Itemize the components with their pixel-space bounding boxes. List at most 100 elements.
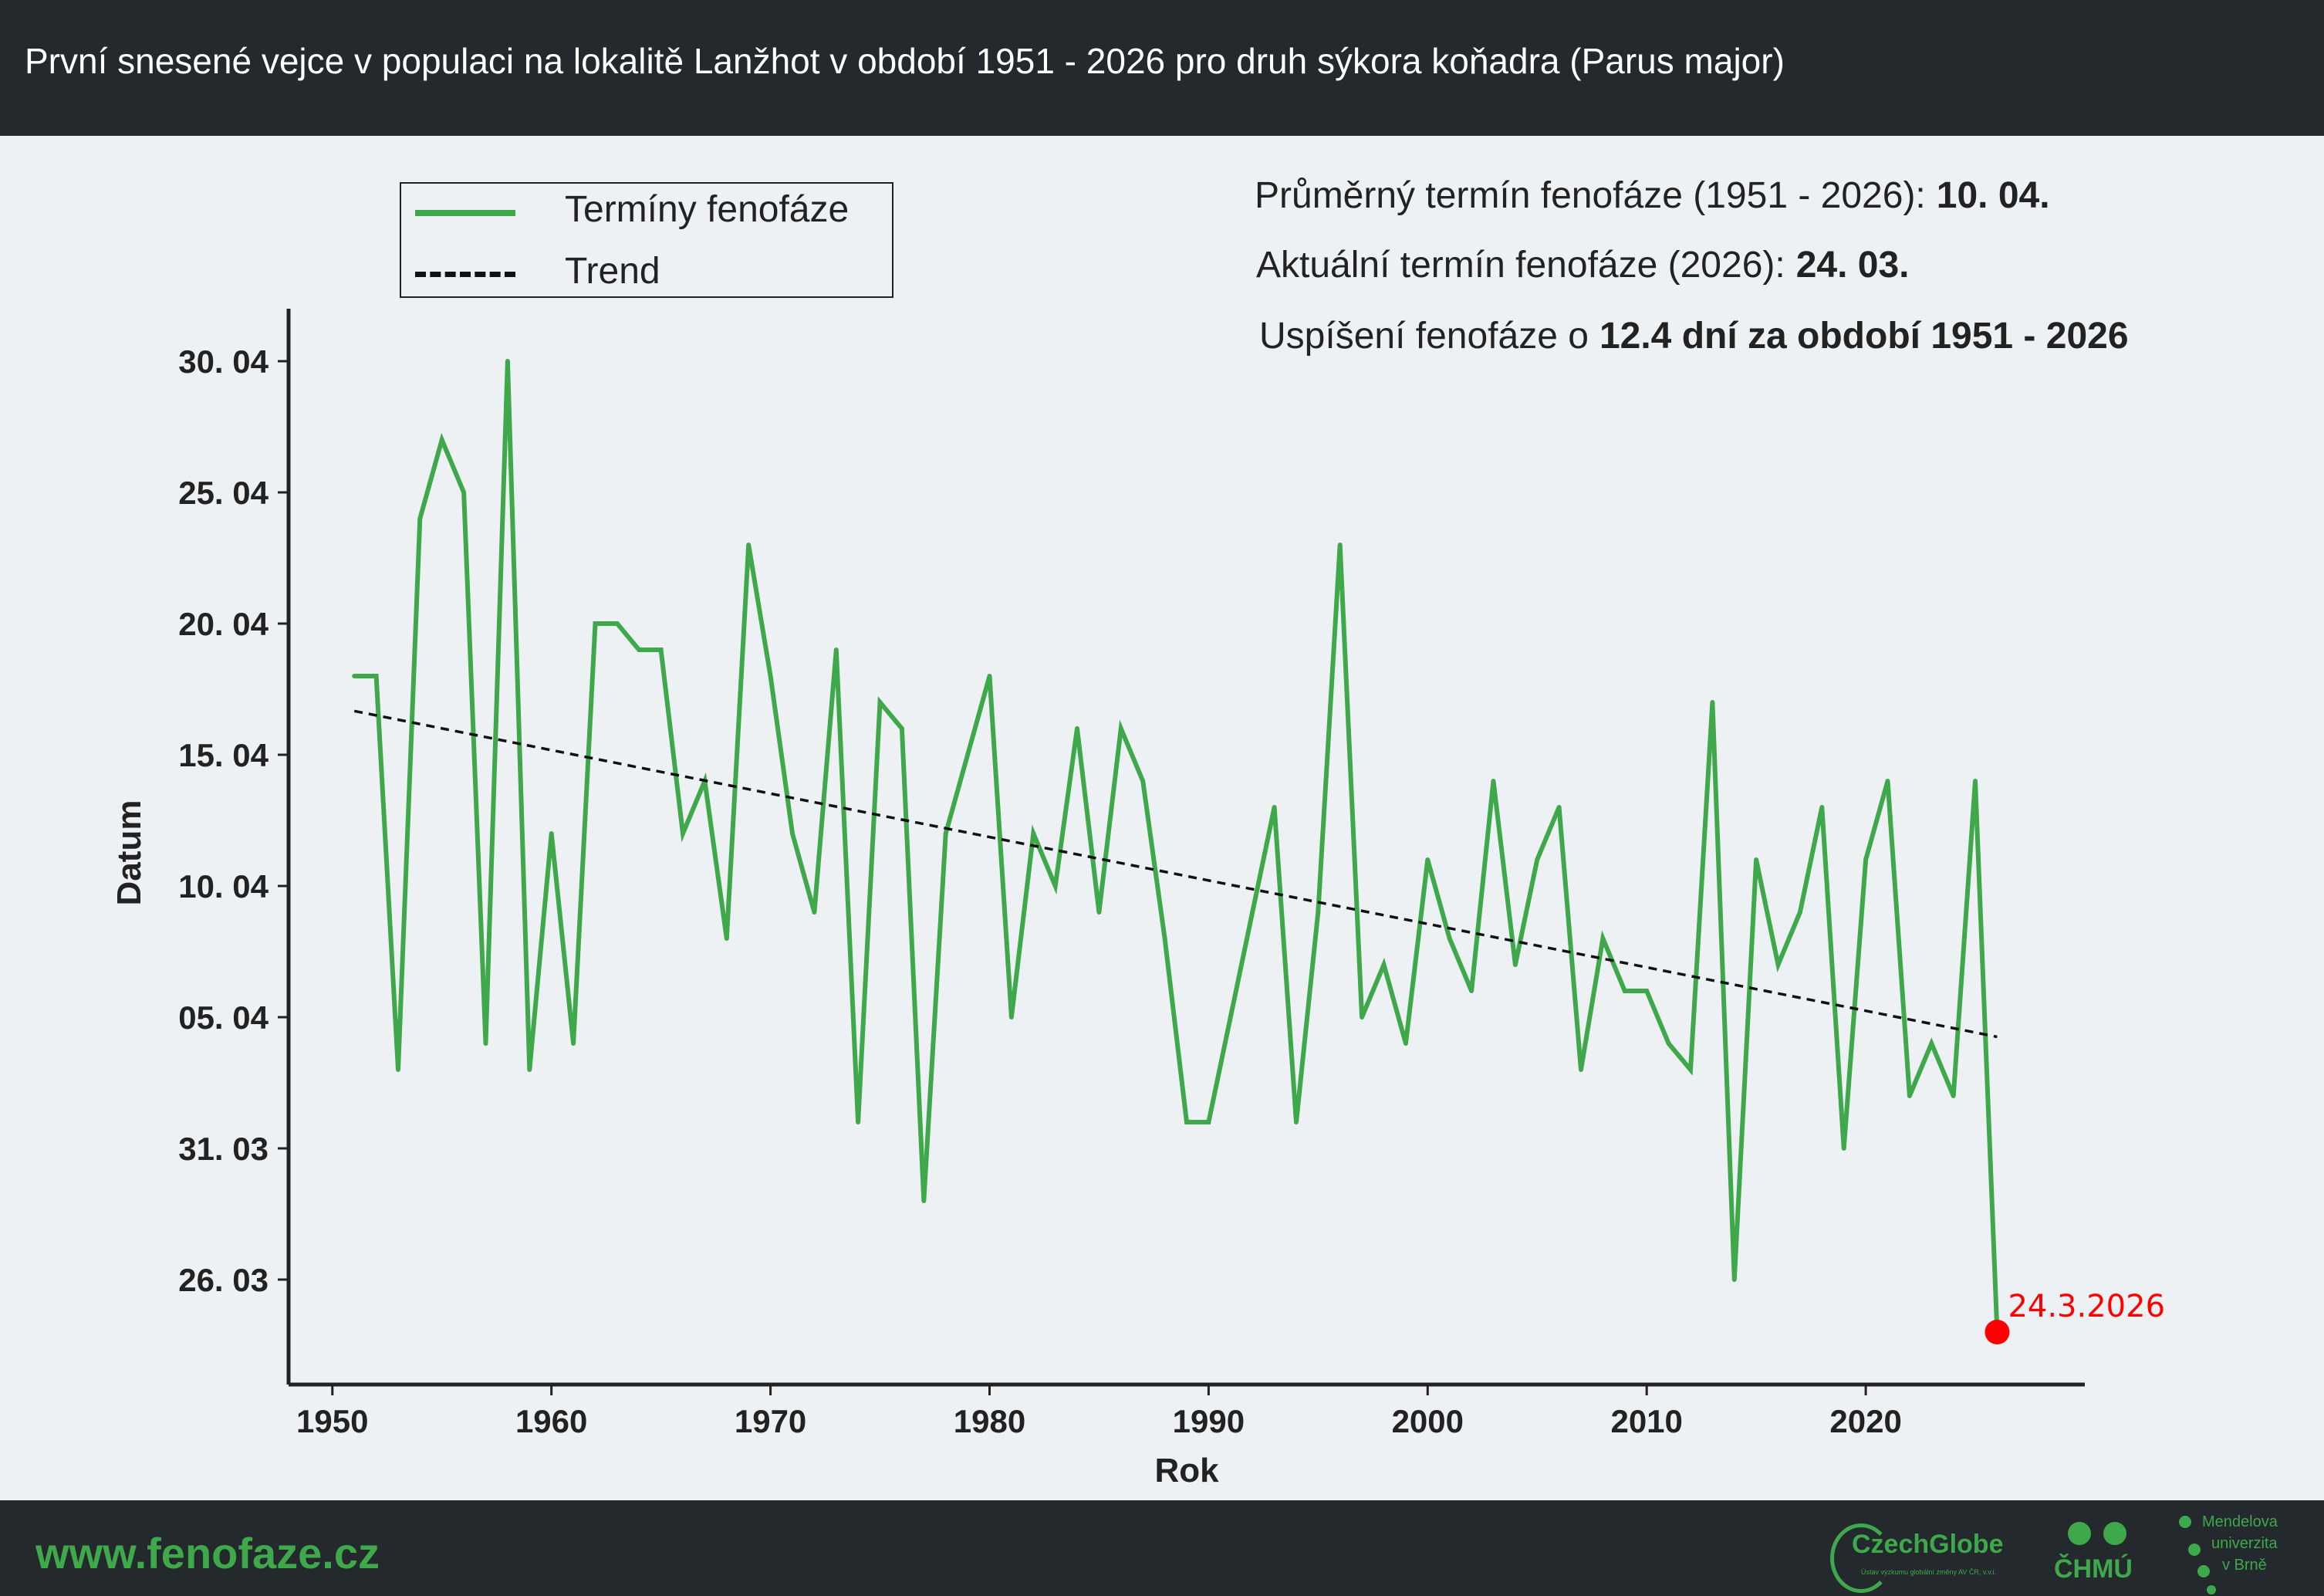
legend-swatch-dashed [415,272,515,277]
y-tick-label: 26. 03 [178,1262,269,1298]
data-point [352,674,357,678]
data-point [1666,1041,1671,1046]
data-point [1293,1120,1299,1124]
data-point [789,831,795,836]
info-shift-value: 12.4 dní za období 1951 - 2026 [1599,316,2129,357]
info-shift: Uspíšení fenofáze o 12.4 dní za období 19… [1259,315,2129,357]
data-point [1447,936,1452,941]
footer-bar: www.fenofaze.cz CzechGlobe Ústav výzkumu… [0,1500,2324,1596]
chmu-logo: ČHMÚ [2052,1516,2145,1585]
data-point [395,1067,400,1072]
data-point [1622,989,1627,993]
data-point [1337,543,1343,547]
data-point [1556,805,1562,810]
data-point [373,674,379,678]
data-point [1118,726,1123,731]
data-point [856,1120,861,1124]
data-point [637,648,642,652]
data-point [987,674,992,678]
data-point [1710,700,1715,705]
header-bar: První snesené vejce v populaci na lokali… [0,0,2324,136]
data-point [1644,989,1650,993]
data-point [571,1041,576,1046]
ticks: 1950 1960 1970 1980 1990 2000 2010 2020 26. 03 31… [178,343,1902,1439]
chart-title: První snesené vejce v populaci na lokali… [25,41,1785,81]
data-point [943,831,948,836]
legend-swatch-solid [415,210,515,216]
data-point [1272,805,1277,810]
x-tick-label: 1960 [515,1403,587,1439]
x-tick-label: 1950 [296,1403,368,1439]
legend-label-series: Termíny fenofáze [565,189,850,230]
current-year-marker [1985,1320,2010,1344]
data-point [461,490,467,495]
mendel-line-3: v Brně [2222,1557,2267,1574]
data-point [1819,805,1825,810]
data-point [1907,1094,1912,1098]
data-point [1031,831,1036,836]
data-point [965,752,971,757]
website-link[interactable]: www.fenofaze.cz [35,1529,380,1577]
data-point [527,1067,532,1072]
x-axis-label: Rok [1154,1452,1219,1489]
czechglobe-logo: CzechGlobe Ústav výzkumu globální změny … [1830,1522,2015,1593]
data-point [768,674,773,678]
data-point [1929,1041,1934,1046]
czechglobe-logo-text: CzechGlobe [1852,1530,2004,1559]
data-point [1754,857,1759,862]
data-point [1687,1067,1693,1072]
mendel-logo: Mendelova univerzita v Brně [2176,1508,2315,1594]
data-point [1512,962,1518,967]
data-point [746,543,752,547]
data-point [1425,857,1431,862]
data-point [483,1041,488,1046]
data-point [1491,779,1496,783]
current-year-annotation: 24.3.2026 [2008,1289,2165,1324]
data-point [1469,989,1474,993]
data-point [1316,910,1321,915]
data-point [549,831,554,836]
info-shift-label: Uspíšení fenofáze o [1259,316,1589,357]
data-point [921,1199,927,1203]
data-point [877,700,883,705]
data-point [1184,1120,1189,1124]
phenophase-series-line [354,360,2000,1333]
mendel-line-1: Mendelova [2202,1513,2278,1530]
x-tick-label: 2010 [1610,1403,1682,1439]
mendel-line-2: univerzita [2211,1535,2278,1552]
mendel-dot-icon [2179,1516,2191,1528]
data-point [833,648,839,652]
data-point [1162,936,1167,941]
data-point [1206,1120,1211,1124]
data-point [1096,910,1102,915]
data-point [658,648,664,652]
data-point [614,621,620,626]
data-point [593,621,598,626]
legend: Termíny fenofáze Trend [400,182,893,298]
mendel-dot-icon [2197,1565,2210,1577]
y-tick-label: 25. 04 [178,475,269,511]
data-point [1775,962,1781,967]
x-tick-label: 2000 [1392,1403,1464,1439]
y-tick-label: 20. 04 [178,606,269,642]
y-tick-label: 15. 04 [178,737,269,773]
info-current-label: Aktuální termín fenofáze (2026): [1256,245,1785,286]
data-point [724,936,729,941]
data-point [1381,962,1387,967]
data-point [1535,857,1540,862]
data-point [1228,1015,1233,1019]
x-tick-label: 1970 [735,1403,806,1439]
data-point [1731,1277,1737,1282]
data-point [1841,1146,1846,1151]
data-point [1403,1041,1408,1046]
legend-label-trend: Trend [565,251,660,292]
data-point [1075,726,1080,731]
y-tick-label: 30. 04 [178,343,269,380]
data-point [1885,779,1890,783]
trend-line [353,709,1998,1039]
info-current-value: 24. 03. [1795,245,1910,286]
data-point [1973,779,1978,783]
info-current: Aktuální termín fenofáze (2026): 24. 03. [1256,244,1910,286]
x-tick-label: 1980 [954,1403,1025,1439]
series-layer: 24.3.2026 [352,359,2165,1344]
